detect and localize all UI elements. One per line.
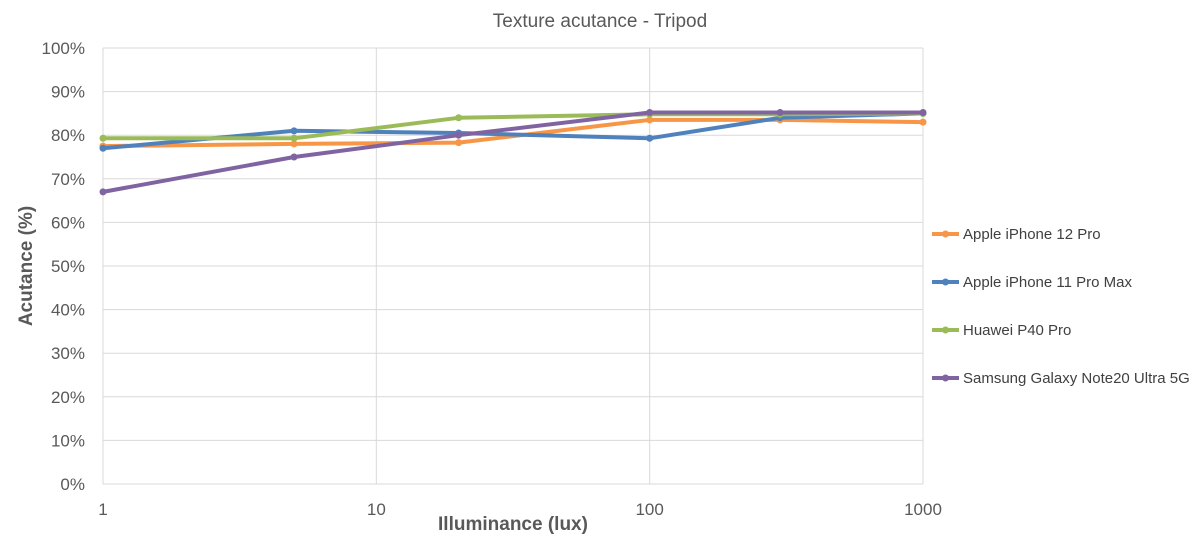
data-point xyxy=(99,144,107,152)
data-point xyxy=(455,114,463,122)
legend-item: Samsung Galaxy Note20 Ultra 5G xyxy=(932,370,1190,387)
y-tick-label: 60% xyxy=(51,213,85,232)
data-point xyxy=(455,131,463,139)
legend-marker xyxy=(942,374,949,382)
x-axis-title: Illuminance (lux) xyxy=(438,514,588,535)
y-tick-label: 40% xyxy=(51,301,85,320)
x-tick-label: 10 xyxy=(367,500,386,519)
legend-label: Apple iPhone 12 Pro xyxy=(963,226,1101,243)
data-point xyxy=(455,139,463,147)
tick-labels: 0% 10% 20% 30% 40% 50% 60% 70% 80% 90% 100% 1 10 100 1… xyxy=(42,39,942,519)
series-line xyxy=(101,110,925,194)
y-tick-label: 80% xyxy=(51,126,85,145)
legend-item: Apple iPhone 12 Pro xyxy=(932,226,1101,243)
y-tick-label: 20% xyxy=(51,388,85,407)
y-tick-label: 100% xyxy=(42,39,85,58)
data-point xyxy=(776,109,784,117)
y-tick-label: 0% xyxy=(60,475,85,494)
y-tick-label: 70% xyxy=(51,170,85,189)
y-tick-label: 30% xyxy=(51,344,85,363)
series-line xyxy=(101,111,925,151)
legend-label: Samsung Galaxy Note20 Ultra 5G xyxy=(963,370,1190,387)
data-point xyxy=(290,134,298,142)
legend-item: Huawei P40 Pro xyxy=(932,322,1071,339)
chart-title: Texture acutance - Tripod xyxy=(493,11,707,32)
legend-label: Apple iPhone 11 Pro Max xyxy=(963,274,1132,291)
series-line xyxy=(101,117,925,149)
series-lines xyxy=(99,109,927,196)
y-tick-label: 50% xyxy=(51,257,85,276)
x-tick-label: 1000 xyxy=(904,500,942,519)
data-point xyxy=(99,188,107,196)
data-point xyxy=(290,127,298,135)
legend-label: Huawei P40 Pro xyxy=(963,322,1071,339)
y-axis-title: Acutance (%) xyxy=(16,206,37,326)
data-point xyxy=(646,134,654,142)
data-point xyxy=(646,116,654,124)
legend-marker xyxy=(942,230,949,238)
legend-item: Apple iPhone 11 Pro Max xyxy=(932,274,1132,291)
legend-marker xyxy=(942,326,949,334)
y-tick-label: 10% xyxy=(51,431,85,450)
x-tick-label: 1 xyxy=(98,500,107,519)
y-tick-label: 90% xyxy=(51,83,85,102)
legend-marker xyxy=(942,278,949,286)
data-point xyxy=(99,134,107,142)
data-point xyxy=(290,140,298,148)
series-group xyxy=(99,109,927,196)
data-point xyxy=(290,153,298,161)
data-point xyxy=(919,109,927,117)
grid xyxy=(102,47,924,485)
x-tick-label: 100 xyxy=(635,500,663,519)
data-point xyxy=(646,109,654,117)
data-point xyxy=(919,118,927,126)
legend: Apple iPhone 12 Pro Apple iPhone 11 Pro M… xyxy=(932,226,1190,387)
